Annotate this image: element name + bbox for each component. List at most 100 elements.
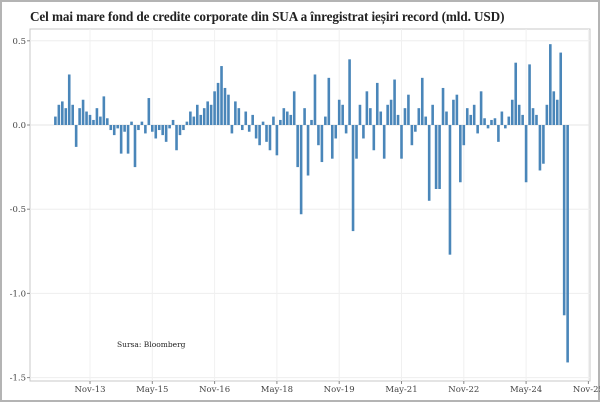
bar (535, 114, 538, 125)
bar (393, 79, 396, 125)
bar (206, 101, 209, 125)
bar (497, 125, 500, 142)
bar (500, 111, 504, 125)
bar (559, 52, 563, 126)
bar (337, 99, 341, 125)
x-tick-label: May-24 (510, 385, 542, 395)
bar (61, 101, 64, 125)
y-tick-label: 0.0 (12, 121, 26, 131)
bar (182, 125, 185, 131)
bar (157, 125, 161, 131)
bar (441, 87, 445, 125)
bar (261, 121, 265, 125)
bar (417, 108, 421, 125)
bar (71, 104, 74, 125)
bar (438, 125, 441, 189)
bar (566, 125, 569, 363)
bar (351, 125, 355, 232)
bar (514, 62, 518, 125)
bar (164, 125, 168, 142)
bar (88, 114, 92, 125)
x-tick-label: May-21 (385, 385, 417, 395)
bar (296, 125, 299, 168)
bar (555, 99, 559, 125)
bar (382, 125, 386, 159)
bar (227, 94, 230, 125)
bar (81, 99, 85, 125)
bar (168, 125, 171, 129)
bar (189, 111, 192, 125)
bar (285, 111, 289, 125)
bar (372, 125, 376, 151)
bar (389, 99, 393, 125)
bar (341, 104, 344, 125)
bar (486, 125, 490, 129)
bar (521, 114, 524, 125)
bar (531, 108, 535, 125)
bar (99, 116, 102, 125)
bar (414, 125, 417, 132)
bar (265, 125, 268, 142)
bar (462, 125, 466, 146)
bar (334, 125, 338, 139)
x-tick-label: May-15 (136, 385, 168, 395)
bar (434, 125, 438, 189)
bar (465, 108, 469, 125)
bar (209, 104, 213, 125)
bar (483, 118, 486, 125)
bar (510, 99, 514, 125)
bar (517, 104, 521, 125)
bar (507, 116, 511, 125)
x-tick-label: Nov-19 (324, 385, 355, 395)
bar (175, 125, 178, 151)
bar (379, 111, 383, 125)
bar (299, 125, 303, 215)
bar (185, 121, 189, 125)
bar (289, 114, 293, 125)
bar (407, 94, 410, 125)
bar (524, 125, 528, 183)
bar (102, 96, 106, 125)
bar (230, 125, 234, 134)
bar (137, 125, 140, 131)
bar (240, 125, 244, 131)
bar (147, 98, 151, 125)
bar (116, 125, 119, 129)
bar (317, 125, 320, 146)
bar (344, 125, 348, 134)
plot-area (29, 28, 591, 382)
source-note: Sursa: Bloomberg (117, 340, 186, 349)
bar (140, 121, 144, 125)
bar (476, 125, 479, 134)
chart-title: Cel mai mare fond de credite corporate d… (30, 9, 505, 24)
bar (154, 125, 158, 139)
bar (74, 125, 78, 147)
bar (355, 125, 358, 159)
bar (410, 125, 414, 146)
x-tick-label: Nov-25 (573, 385, 600, 395)
bar (199, 114, 203, 125)
y-tick-label: -0.5 (10, 205, 26, 215)
bar (348, 59, 351, 125)
bar (202, 108, 206, 125)
bar (78, 108, 81, 125)
bar (538, 125, 542, 171)
bar (469, 114, 473, 125)
bar (119, 125, 123, 154)
bar (455, 94, 459, 125)
bar (386, 104, 389, 125)
bar (493, 118, 497, 125)
bar (424, 116, 428, 125)
bar (64, 108, 68, 125)
bar (431, 104, 434, 125)
bar (549, 44, 552, 125)
bar (490, 119, 493, 125)
bar (272, 116, 275, 125)
y-tick-label: -1.5 (10, 374, 26, 384)
bar (324, 116, 327, 125)
bar (161, 125, 164, 136)
bar (57, 104, 61, 125)
bar (275, 125, 279, 156)
bar (330, 125, 334, 159)
